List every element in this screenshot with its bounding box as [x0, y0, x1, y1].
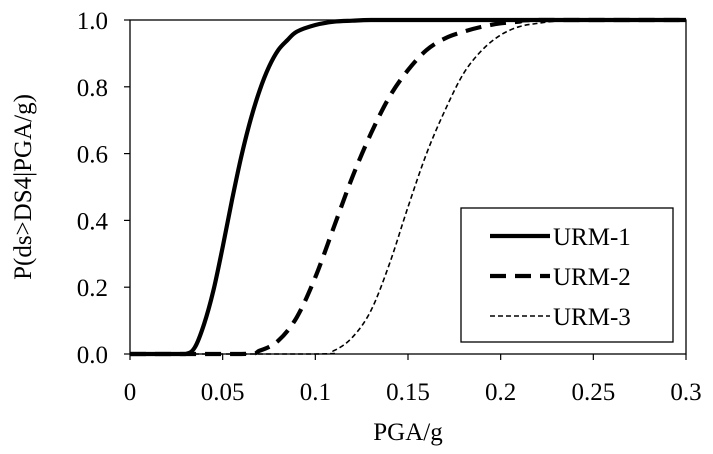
x-axis-title: PGA/g — [373, 419, 443, 446]
x-tick-label: 0.3 — [670, 379, 701, 406]
y-tick-label: 0.0 — [77, 342, 108, 369]
y-tick-label: 0.4 — [77, 208, 109, 235]
legend-label-urm-3: URM-3 — [553, 304, 631, 331]
x-tick-label: 0.1 — [300, 379, 331, 406]
y-tick-label: 0.8 — [77, 75, 108, 102]
legend: URM-1 URM-2 URM-3 — [460, 207, 674, 343]
y-tick-label: 0.2 — [77, 275, 108, 302]
legend-label-urm-2: URM-2 — [553, 264, 631, 291]
legend-label-urm-1: URM-1 — [553, 224, 631, 251]
x-tick-label: 0.25 — [571, 379, 615, 406]
axes: 0 0.05 0.1 0.15 0.2 0.25 0.3 0.0 0.2 0.4 0.6 0.8 1.0 — [77, 8, 702, 406]
x-tick-label: 0.15 — [386, 379, 430, 406]
x-tick-label: 0.05 — [201, 379, 245, 406]
y-tick-label: 1.0 — [77, 8, 108, 35]
y-tick-label: 0.6 — [77, 142, 108, 169]
series-line-urm-3 — [129, 19, 686, 355]
x-tick-label: 0.2 — [485, 379, 516, 406]
y-axis-title: P(ds>DS4|PGA/g) — [10, 94, 37, 280]
x-tick-label: 0 — [124, 379, 137, 406]
